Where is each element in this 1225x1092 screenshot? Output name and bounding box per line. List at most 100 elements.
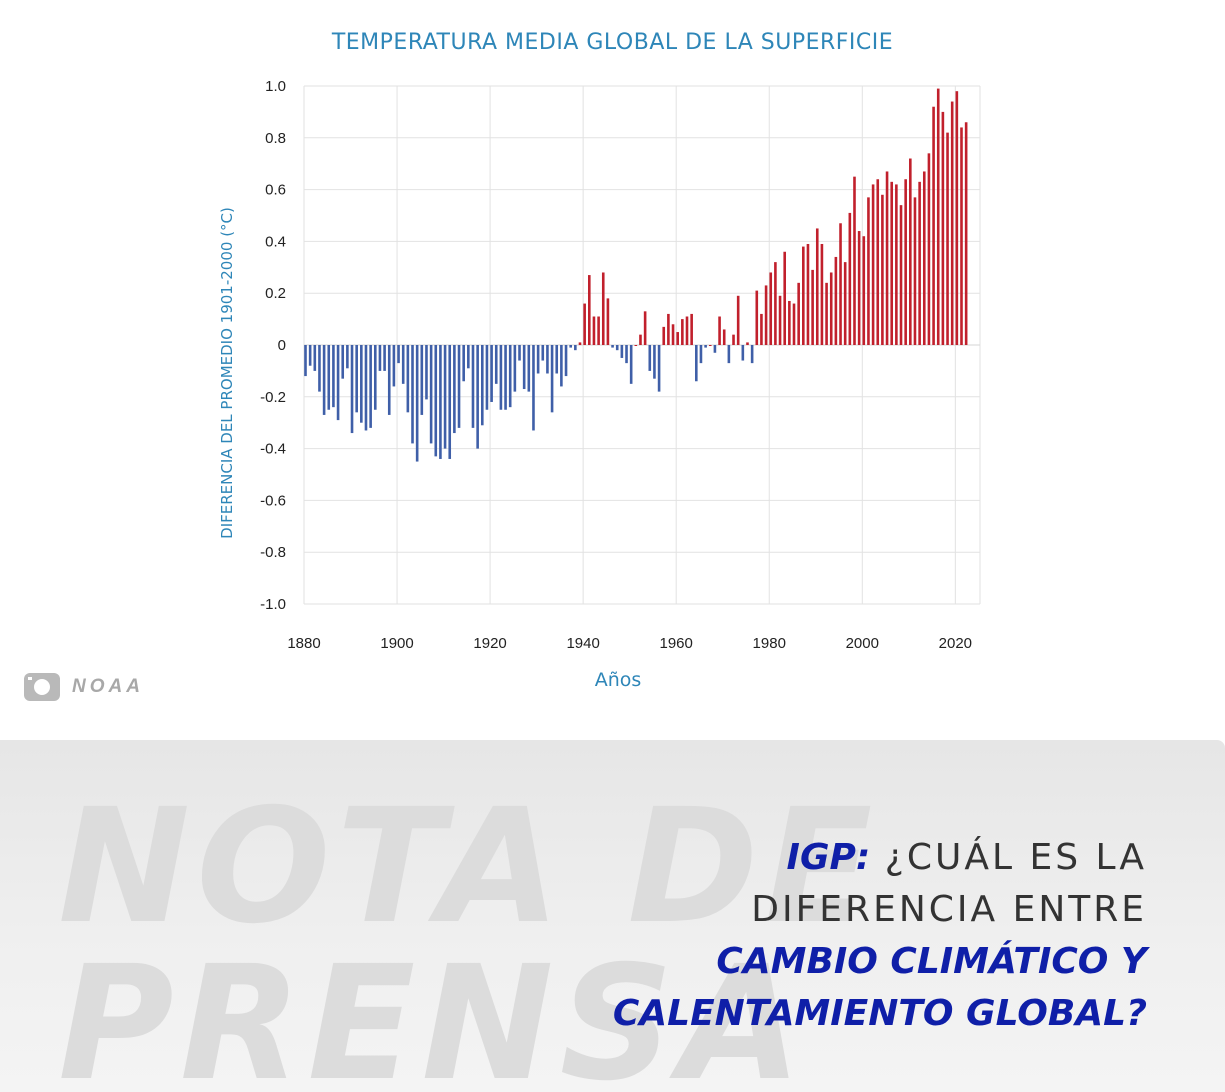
bar — [676, 332, 679, 345]
bar — [569, 345, 572, 348]
bar — [941, 111, 945, 346]
photo-credit: NOAA — [24, 673, 144, 701]
y-tick-label: 0.6 — [265, 182, 286, 199]
bar — [332, 345, 335, 408]
bar — [373, 345, 377, 410]
bar — [629, 345, 633, 384]
bar — [643, 311, 647, 345]
bar — [411, 345, 414, 444]
bar — [555, 345, 559, 374]
bar — [471, 345, 475, 428]
bar — [560, 345, 563, 387]
bar — [457, 345, 461, 428]
bar — [955, 91, 959, 346]
y-tick-label: 0 — [278, 337, 286, 354]
x-tick-label: 1960 — [660, 635, 693, 652]
bar — [434, 345, 438, 457]
bar — [829, 272, 833, 345]
bar — [671, 324, 675, 345]
bar — [513, 345, 517, 392]
bar — [904, 179, 907, 345]
bar — [895, 184, 898, 345]
bar — [927, 153, 931, 345]
bar — [802, 246, 805, 345]
x-tick-label: 1980 — [753, 635, 786, 652]
bar — [839, 223, 842, 345]
bar — [574, 345, 577, 351]
y-tick-label: 0.8 — [265, 130, 286, 147]
x-tick-label: 1940 — [566, 635, 599, 652]
bar — [876, 179, 880, 345]
bar — [313, 345, 317, 371]
bar — [601, 272, 605, 345]
y-tick-label: 0.2 — [265, 285, 286, 302]
bar — [918, 181, 921, 345]
credit-source: NOAA — [72, 676, 144, 697]
y-tick-label: 0.4 — [265, 233, 286, 250]
chart-bars — [304, 88, 968, 462]
bar — [415, 345, 419, 462]
bar — [425, 345, 428, 400]
bar — [453, 345, 456, 434]
bar — [597, 316, 600, 345]
press-release-banner: NOTA DE PRENSA IGP: ¿CUÁL ES LA DIFERENC… — [0, 740, 1225, 1092]
bar — [620, 345, 624, 358]
y-tick-label: -1.0 — [260, 596, 286, 613]
bar — [820, 243, 824, 345]
bar — [778, 295, 782, 345]
bar — [843, 262, 847, 345]
bar — [797, 282, 800, 345]
bar — [625, 345, 628, 364]
bar — [792, 303, 796, 345]
bar — [722, 329, 726, 345]
bar — [825, 282, 828, 345]
watermark-line-1: NOTA DE — [58, 775, 879, 959]
bar — [518, 345, 521, 361]
bar — [690, 313, 693, 345]
bar — [420, 345, 424, 415]
bar — [476, 345, 479, 449]
bar — [364, 345, 368, 431]
bar — [741, 345, 745, 361]
headline-line-2: DIFERENCIA ENTRE — [751, 889, 1147, 930]
bar — [462, 345, 465, 382]
bar — [550, 345, 554, 413]
bar — [346, 345, 349, 369]
bar — [960, 127, 963, 345]
camera-icon — [24, 673, 60, 701]
bar — [950, 101, 954, 345]
headline-prefix: IGP: — [786, 837, 871, 878]
bar — [913, 197, 917, 345]
bar — [704, 345, 707, 348]
bar — [857, 231, 861, 345]
bar — [336, 345, 340, 421]
bar — [606, 298, 610, 345]
bar — [736, 295, 740, 345]
bar — [769, 272, 773, 345]
bar — [322, 345, 326, 415]
bar — [546, 345, 549, 374]
bar — [890, 181, 894, 345]
x-tick-label: 2000 — [846, 635, 879, 652]
y-tick-label: -0.8 — [260, 544, 286, 561]
bar — [318, 345, 321, 392]
bar — [881, 194, 884, 345]
bar — [788, 300, 791, 345]
bar — [899, 205, 903, 345]
bar — [578, 342, 582, 345]
bar — [667, 313, 670, 345]
bar — [485, 345, 489, 410]
x-tick-label: 1880 — [287, 635, 320, 652]
y-tick-label: 1.0 — [265, 78, 286, 95]
bar — [885, 171, 889, 345]
headline-line-3: CAMBIO CLIMÁTICO Y — [716, 941, 1147, 982]
bar — [657, 345, 661, 392]
bar — [504, 345, 507, 410]
bar — [383, 345, 386, 371]
bar — [350, 345, 354, 434]
bar — [360, 345, 363, 423]
bar — [783, 251, 787, 345]
bar — [378, 345, 382, 371]
bar — [611, 345, 614, 348]
bar — [308, 345, 312, 366]
